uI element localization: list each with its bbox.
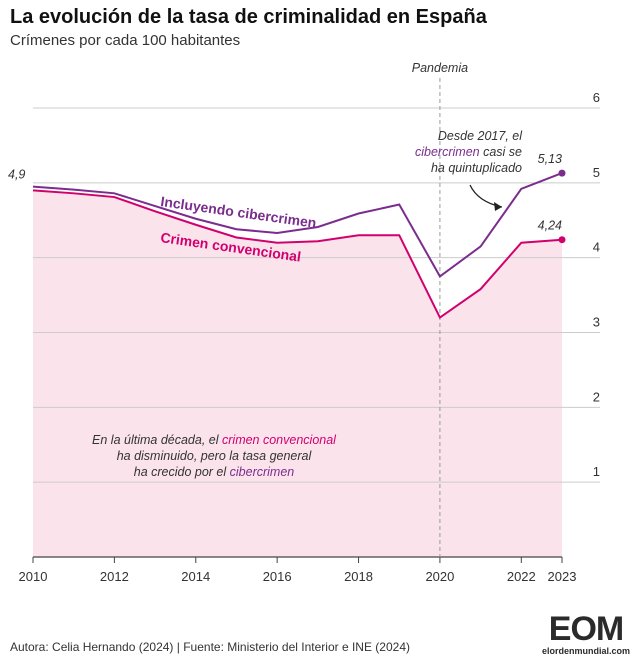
source-footer: Autora: Celia Hernando (2024) | Fuente: … [10, 640, 410, 654]
chart-subtitle: Crímenes por cada 100 habitantes [10, 32, 241, 49]
annotation-decade-highlight-conventional: crimen convencional [222, 433, 337, 447]
annotation-arrow [469, 184, 503, 208]
x-tick-label: 2012 [100, 569, 129, 584]
y-tick-label: 1 [593, 464, 600, 479]
annotation-cyber-highlight: cibercrimen [415, 145, 480, 159]
x-tick-label: 2010 [19, 569, 48, 584]
x-tick-label: 2016 [263, 569, 292, 584]
chart-title: La evolución de la tasa de criminalidad … [10, 6, 487, 28]
y-tick-label: 4 [593, 240, 600, 255]
annotation-cyber-line1: Desde 2017, el [438, 129, 523, 143]
value-label-end-cibercrimen: 5,13 [538, 152, 562, 166]
annotation-decade-line2: ha disminuido, pero la tasa general [117, 449, 313, 463]
series-line-cibercrimen [32, 172, 563, 278]
annotation-cyber-line2: cibercrimen casi se [415, 145, 522, 159]
annotation-cyber-rest: casi se [480, 145, 522, 159]
x-tick-label: 2023 [548, 569, 577, 584]
y-tick-label: 5 [593, 165, 600, 180]
value-label-start: 4,9 [8, 167, 25, 181]
annotation-decade-line3: ha crecido por el cibercrimen [134, 465, 295, 479]
x-tick-label: 2020 [425, 569, 454, 584]
y-tick-label: 2 [593, 389, 600, 404]
x-tick-label: 2014 [181, 569, 210, 584]
area-fill [33, 190, 562, 558]
annotation-cyber-line3: ha quintuplicado [431, 161, 522, 175]
annotation-decade-text: ha crecido por el [134, 465, 230, 479]
annotation-arrowhead [494, 202, 502, 211]
endpoint-cibercrimen [558, 169, 566, 177]
pandemic-label: Pandemia [412, 61, 468, 75]
endpoint-convencional [558, 236, 566, 244]
y-tick-label: 6 [593, 90, 600, 105]
x-tick-label: 2022 [507, 569, 536, 584]
annotation-decade-text: En la última década, el [92, 433, 222, 447]
brand-logo: EOM elordenmundial.com [540, 612, 632, 656]
annotation-decade-line1: En la última década, el crimen convencio… [92, 433, 337, 447]
annotation-decade-highlight-cyber: cibercrimen [230, 465, 295, 479]
value-label-end-convencional: 4,24 [538, 219, 562, 233]
x-tick-label: 2018 [344, 569, 373, 584]
logo-url: elordenmundial.com [541, 646, 630, 656]
y-tick-label: 3 [593, 315, 600, 330]
series-line-convencional [32, 189, 563, 320]
logo-mark: EOM [548, 610, 624, 648]
